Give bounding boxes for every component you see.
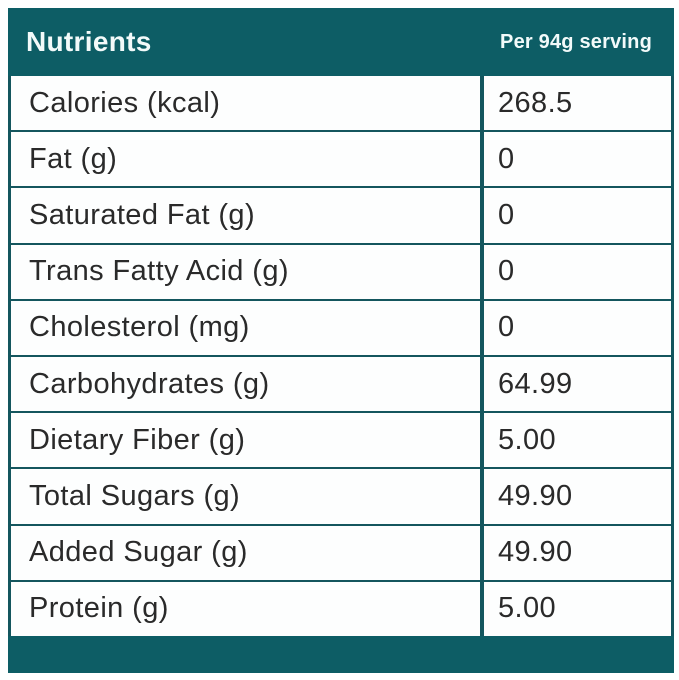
table-row: Cholesterol (mg) 0 <box>11 300 671 358</box>
nutrient-value: 49.90 <box>498 480 573 513</box>
nutrient-value: 0 <box>498 255 515 288</box>
nutrient-value: 0 <box>498 142 515 175</box>
nutrient-value: 268.5 <box>498 86 573 119</box>
table-footer <box>8 636 674 673</box>
nutrient-label: Saturated Fat (g) <box>11 188 484 243</box>
table-header: Nutrients Per 94g serving <box>8 8 674 76</box>
table-row: Fat (g) 0 <box>11 132 671 189</box>
nutrient-label: Added Sugar (g) <box>11 525 484 580</box>
table-row: Calories (kcal) 268.5 <box>11 76 671 133</box>
nutrient-label: Calories (kcal) <box>11 76 484 131</box>
table-row: Trans Fatty Acid (g) 0 <box>11 244 671 301</box>
nutrient-label: Trans Fatty Acid (g) <box>11 244 484 299</box>
table-row: Dietary Fiber (g) 5.00 <box>11 413 671 470</box>
nutrient-value: 0 <box>498 199 515 231</box>
nutrition-table: Nutrients Per 94g serving Calories (kcal… <box>8 8 674 673</box>
nutrient-value: 5.00 <box>498 423 557 456</box>
serving-size-label: Per 94g serving <box>500 30 652 53</box>
nutrient-value: 64.99 <box>498 367 573 400</box>
nutrient-value: 49.90 <box>498 536 573 569</box>
table-title: Nutrients <box>26 26 152 57</box>
table-row: Saturated Fat (g) 0 <box>11 188 671 245</box>
nutrient-label: Carbohydrates (g) <box>11 357 484 412</box>
nutrient-label: Protein (g) <box>11 581 484 637</box>
nutrient-label: Fat (g) <box>11 132 484 187</box>
table-row: Added Sugar (g) 49.90 <box>11 525 671 582</box>
table-row: Protein (g) 5.00 <box>11 581 671 637</box>
table-row: Total Sugars (g) 49.90 <box>11 469 671 526</box>
nutrient-value: 5.00 <box>498 592 557 625</box>
nutrient-value: 0 <box>498 311 515 344</box>
nutrient-label: Dietary Fiber (g) <box>11 413 484 468</box>
table-body: Calories (kcal) 268.5 Fat (g) 0 Saturate… <box>8 76 674 637</box>
table-row: Carbohydrates (g) 64.99 <box>11 357 671 414</box>
nutrient-label: Total Sugars (g) <box>11 469 484 524</box>
nutrient-label: Cholesterol (mg) <box>11 300 484 356</box>
